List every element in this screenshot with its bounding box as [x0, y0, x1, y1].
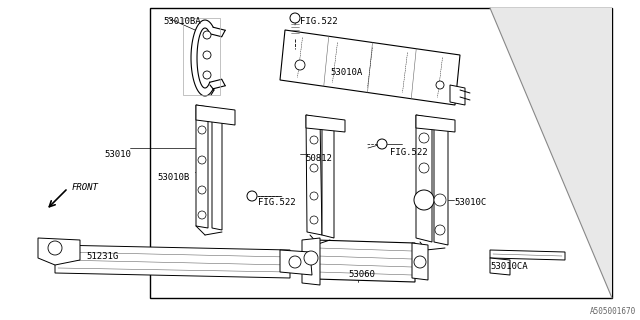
Circle shape — [435, 225, 445, 235]
Circle shape — [203, 51, 211, 59]
Text: 50812: 50812 — [305, 154, 332, 163]
Circle shape — [310, 216, 318, 224]
Text: FIG.522: FIG.522 — [300, 17, 338, 26]
Polygon shape — [416, 115, 432, 242]
Polygon shape — [196, 105, 235, 125]
Circle shape — [48, 241, 62, 255]
Polygon shape — [280, 30, 460, 105]
Polygon shape — [212, 108, 222, 230]
Polygon shape — [302, 238, 320, 285]
Circle shape — [198, 186, 206, 194]
Polygon shape — [55, 245, 290, 278]
Circle shape — [310, 136, 318, 144]
Polygon shape — [416, 115, 455, 132]
Polygon shape — [280, 250, 312, 275]
Text: 53010BA: 53010BA — [163, 17, 200, 26]
Polygon shape — [490, 8, 612, 298]
Circle shape — [414, 256, 426, 268]
Polygon shape — [38, 238, 80, 265]
Text: FIG.522: FIG.522 — [258, 198, 296, 207]
Text: 53060: 53060 — [348, 270, 375, 279]
Polygon shape — [490, 250, 565, 260]
Circle shape — [419, 163, 429, 173]
Text: A505001670: A505001670 — [589, 307, 636, 316]
Polygon shape — [434, 118, 448, 245]
Circle shape — [198, 211, 206, 219]
Text: 51231G: 51231G — [86, 252, 118, 261]
Circle shape — [310, 192, 318, 200]
Text: FRONT: FRONT — [72, 183, 99, 192]
Circle shape — [434, 194, 446, 206]
Circle shape — [419, 133, 429, 143]
Polygon shape — [196, 105, 208, 228]
Text: FIG.522: FIG.522 — [390, 148, 428, 157]
Polygon shape — [322, 118, 334, 238]
Circle shape — [290, 13, 300, 23]
Circle shape — [414, 190, 434, 210]
Circle shape — [377, 139, 387, 149]
Circle shape — [304, 251, 318, 265]
Text: 53010CA: 53010CA — [490, 262, 527, 271]
Polygon shape — [412, 243, 428, 280]
Text: 53010B: 53010B — [157, 173, 189, 182]
Circle shape — [310, 164, 318, 172]
Polygon shape — [306, 115, 345, 132]
Circle shape — [247, 191, 257, 201]
Circle shape — [203, 31, 211, 39]
Polygon shape — [490, 258, 510, 275]
Polygon shape — [450, 85, 465, 105]
Polygon shape — [306, 115, 322, 235]
Polygon shape — [315, 240, 415, 282]
Circle shape — [198, 126, 206, 134]
Circle shape — [198, 156, 206, 164]
Circle shape — [289, 256, 301, 268]
Circle shape — [436, 81, 444, 89]
Polygon shape — [150, 8, 612, 298]
Text: 53010C: 53010C — [454, 198, 486, 207]
Circle shape — [203, 71, 211, 79]
Text: 53010: 53010 — [104, 150, 131, 159]
Text: 53010A: 53010A — [330, 68, 362, 77]
Circle shape — [295, 60, 305, 70]
